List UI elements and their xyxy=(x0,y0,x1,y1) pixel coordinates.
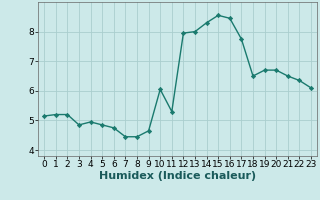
X-axis label: Humidex (Indice chaleur): Humidex (Indice chaleur) xyxy=(99,171,256,181)
